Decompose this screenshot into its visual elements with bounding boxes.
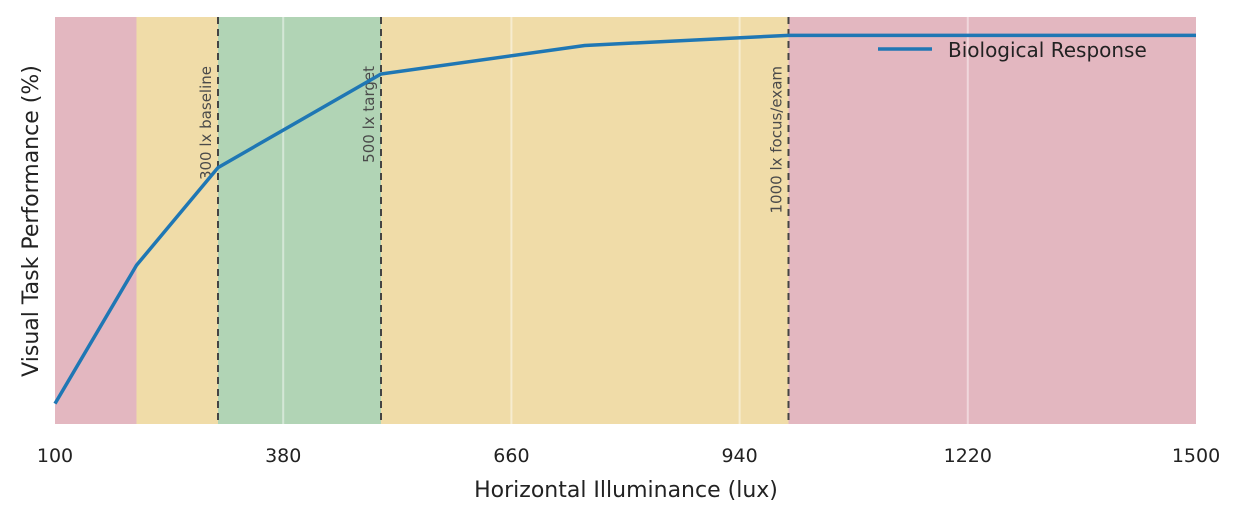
x-tick-label: 940	[721, 445, 757, 467]
x-axis-label: Horizontal Illuminance (lux)	[474, 478, 778, 503]
x-tick-label: 1500	[1172, 445, 1220, 467]
threshold-label: 1000 lx focus/exam	[768, 66, 786, 213]
series-lines	[53, 33, 1196, 405]
x-tick-label: 380	[265, 445, 301, 467]
threshold-lines: 300 lx baseline 500 lx target 1000 lx focu…	[197, 17, 790, 424]
band-0	[55, 17, 137, 424]
illuminance-bands	[55, 17, 1196, 424]
x-tick-labels: 100 380 660 940 1220 1500	[37, 445, 1220, 467]
vertical-gridlines	[282, 17, 969, 424]
x-tick-label: 660	[493, 445, 529, 467]
legend-label: Biological Response	[948, 38, 1147, 62]
band-3	[381, 17, 789, 424]
band-2	[218, 17, 381, 424]
y-axis-label: Visual Task Performance (%)	[19, 65, 44, 377]
legend: Biological Response	[878, 38, 1147, 62]
band-1	[136, 17, 218, 424]
x-tick-label: 100	[37, 445, 73, 467]
x-tick-label: 1220	[944, 445, 992, 467]
threshold-label: 300 lx baseline	[197, 66, 215, 180]
threshold-label: 500 lx target	[360, 66, 378, 163]
series-line	[53, 33, 1196, 405]
band-4	[788, 17, 1196, 424]
